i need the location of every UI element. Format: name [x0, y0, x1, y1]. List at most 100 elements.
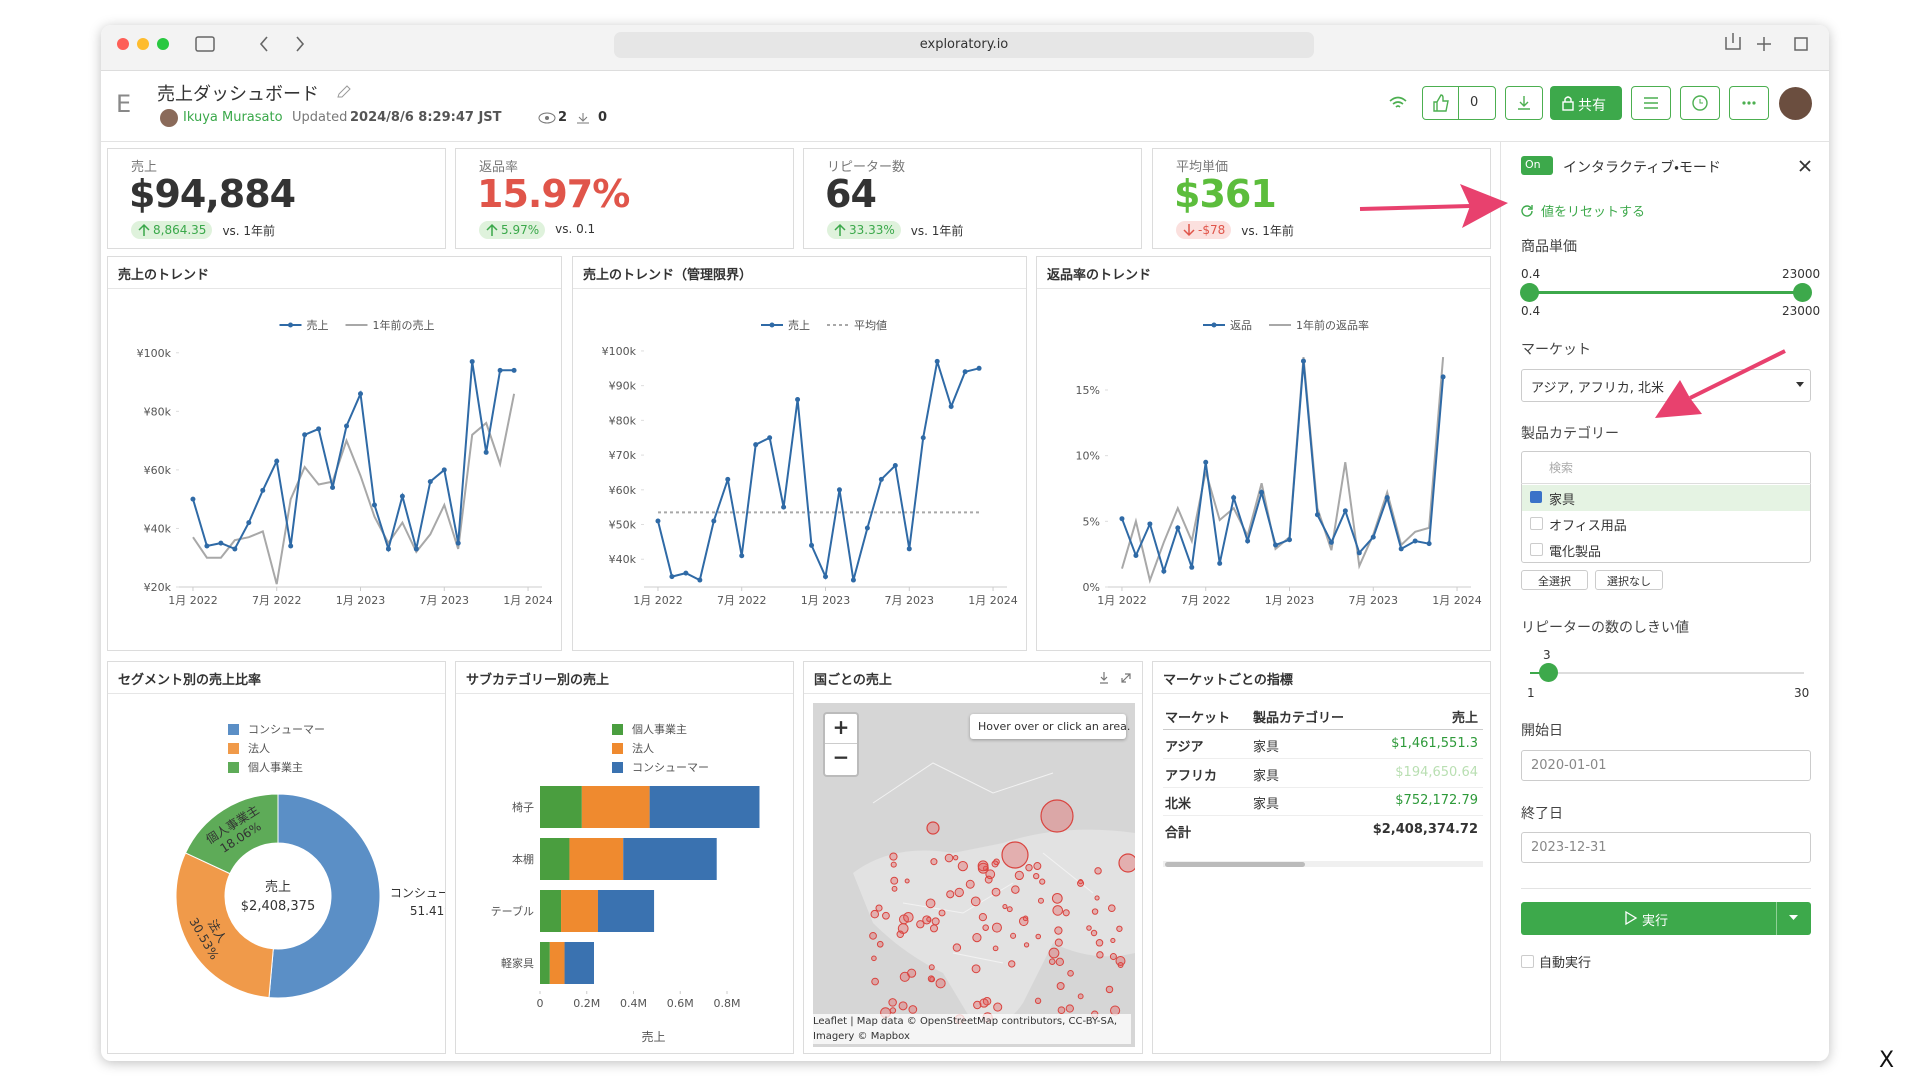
- map-dot: [896, 930, 905, 939]
- x-tick-label: 1月 2023: [1265, 594, 1315, 607]
- delta-arrow: [1183, 224, 1195, 237]
- like-button[interactable]: [1422, 86, 1496, 120]
- point: [1384, 495, 1390, 501]
- history-button[interactable]: [1680, 86, 1720, 120]
- map-tools[interactable]: [1098, 670, 1138, 686]
- map-dot: [938, 909, 946, 917]
- reset[interactable]: 値をリセットする: [1541, 205, 1646, 220]
- market-value: アジア, アフリカ, 北米: [1531, 381, 1665, 396]
- point: [781, 504, 787, 510]
- slice: [184, 793, 279, 875]
- checkbox[interactable]: [1530, 517, 1543, 530]
- map-dot: [935, 978, 946, 989]
- url-bar[interactable]: [614, 32, 1314, 58]
- likes: 0: [1470, 95, 1479, 110]
- logo: E: [116, 90, 132, 118]
- run-button[interactable]: [1521, 902, 1811, 935]
- point: [1356, 550, 1362, 556]
- toolbar-right[interactable]: [1725, 33, 1808, 51]
- map[interactable]: [813, 703, 1135, 1047]
- threshold-track[interactable]: [1530, 672, 1804, 674]
- stat-icons: [538, 112, 589, 124]
- point: [1398, 546, 1404, 552]
- close-dot[interactable]: [117, 38, 129, 50]
- share: 共有: [1578, 98, 1606, 114]
- map-dot: [1077, 993, 1084, 1000]
- price-slider[interactable]: [1530, 291, 1802, 294]
- run: 実行: [1642, 914, 1669, 929]
- y-tick-label: ¥100k: [137, 347, 172, 360]
- map-dot: [1062, 909, 1070, 917]
- y-tick-label: ¥70k: [609, 449, 637, 462]
- share-button[interactable]: [1550, 86, 1622, 120]
- run-caret[interactable]: [1789, 915, 1798, 921]
- map-dot: [965, 879, 975, 889]
- map-dot: [952, 854, 959, 861]
- y-tick-label: ¥40k: [144, 522, 172, 535]
- chart-card: サブカテゴリー別の売上 個人事業主 法人 コンシューマー 椅子 本棚 テーブル 軽家具 0 0.2…: [455, 661, 794, 1054]
- zoom-in[interactable]: +: [832, 715, 850, 739]
- close-icon[interactable]: [1798, 159, 1812, 173]
- map-dot: [1055, 957, 1065, 967]
- filter-button[interactable]: [1631, 86, 1671, 120]
- sidebar-icon[interactable]: [195, 36, 215, 52]
- checkbox[interactable]: [1530, 543, 1543, 556]
- bar-segment: [540, 838, 570, 880]
- user-avatar[interactable]: [1779, 87, 1812, 120]
- corner-mark: X: [1879, 1048, 1895, 1073]
- map-dot: [1110, 937, 1116, 944]
- zoom-out[interactable]: −: [832, 745, 850, 769]
- end-input[interactable]: [1521, 832, 1811, 863]
- edit-icon[interactable]: [336, 84, 352, 100]
- card-divider: [108, 693, 445, 694]
- card-divider: [456, 693, 793, 694]
- toggle[interactable]: [1521, 156, 1553, 175]
- auto: 自動実行: [1539, 956, 1592, 971]
- chart-card: 返品率のトレンド 返品 1年前の返品率 0% 5% 10% 15% 1月 2022 7月 202…: [1036, 256, 1491, 651]
- bar-segment: [540, 786, 582, 828]
- point: [1189, 564, 1195, 570]
- price-handle-min[interactable]: [1520, 283, 1539, 302]
- select-none-button[interactable]: [1595, 570, 1663, 590]
- point: [288, 543, 294, 549]
- min-dot[interactable]: [137, 38, 149, 50]
- legend-label: 1年前の返品率: [1296, 318, 1369, 332]
- table-card: マーケットごとの指標 マーケット 製品カテゴリー 売上 アジア 家具 $1,461,551…: [1152, 661, 1491, 1054]
- search-placeholder[interactable]: 検索: [1549, 461, 1574, 475]
- point: [204, 543, 210, 549]
- map-dot: [977, 860, 989, 872]
- map-dot: [904, 878, 910, 884]
- point: [809, 542, 815, 548]
- point: [330, 484, 336, 490]
- checkbox-checked[interactable]: [1530, 491, 1542, 503]
- map-dot: [1086, 925, 1092, 931]
- scroll-thumb[interactable]: [1165, 862, 1305, 867]
- point: [906, 546, 912, 552]
- map-dot: [1094, 867, 1102, 875]
- auto-checkbox[interactable]: [1521, 955, 1534, 968]
- price-handle-max[interactable]: [1793, 283, 1812, 302]
- start-input[interactable]: [1521, 750, 1811, 781]
- map-dot: [1067, 969, 1074, 977]
- threshold-handle[interactable]: [1539, 663, 1558, 682]
- map-bubble: [1001, 841, 1029, 869]
- kpi-compare: vs. 1年前: [1241, 224, 1294, 238]
- price-max-lower: 23000: [1782, 304, 1821, 318]
- kpi-compare: vs. 1年前: [222, 224, 276, 238]
- select-all-button[interactable]: [1521, 570, 1588, 590]
- author[interactable]: Ikuya Murasato: [183, 110, 283, 125]
- point: [697, 577, 703, 583]
- map-dot: [1039, 878, 1046, 885]
- kpi-label: 売上: [131, 160, 158, 175]
- download-button[interactable]: [1505, 86, 1543, 120]
- point: [655, 518, 661, 524]
- map-dot: [1033, 862, 1042, 871]
- nav-arrows[interactable]: [259, 36, 305, 52]
- more-button[interactable]: [1729, 86, 1769, 120]
- y-tick-label: ¥90k: [609, 380, 637, 393]
- kpi-value: $94,884: [129, 172, 296, 216]
- x-tick-label: 7月 2023: [1349, 594, 1399, 607]
- zoom-control[interactable]: [823, 712, 859, 777]
- max-dot[interactable]: [157, 38, 169, 50]
- point: [1231, 495, 1237, 501]
